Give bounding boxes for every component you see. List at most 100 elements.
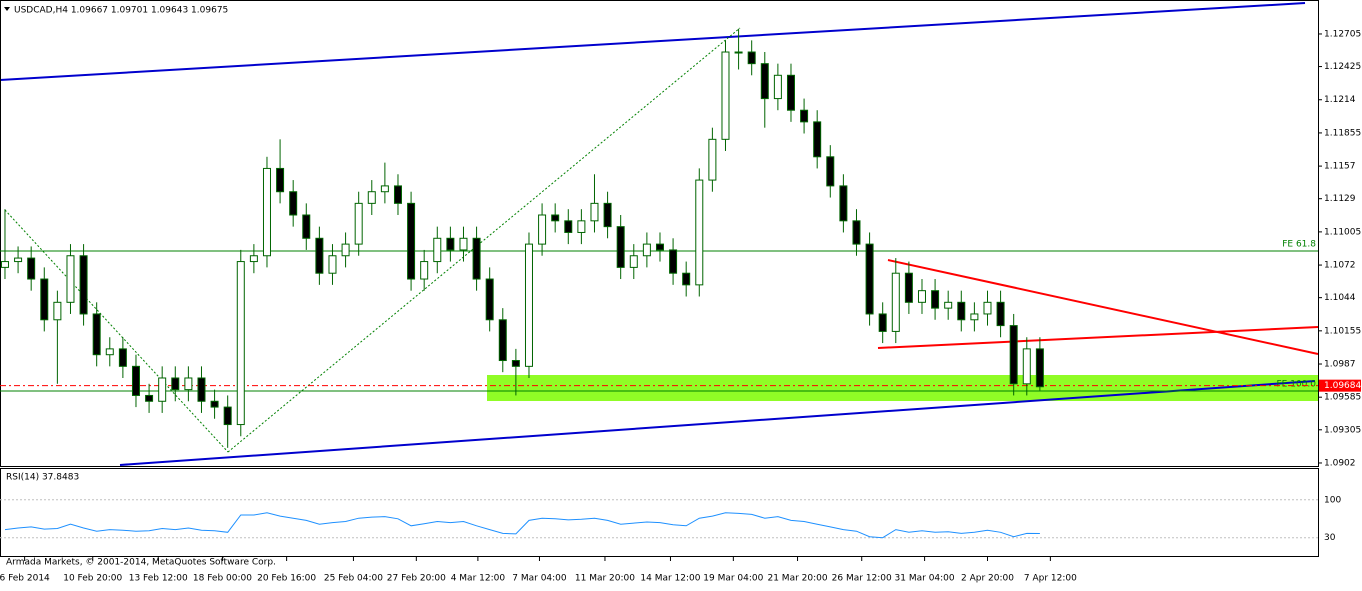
candle-body <box>249 255 258 263</box>
candle-body <box>839 185 848 222</box>
candle-body <box>315 237 324 274</box>
triangle-upper <box>887 259 1319 355</box>
y-tick-label: 1.10155 <box>1324 326 1361 336</box>
candle-body <box>236 261 245 426</box>
candle-body <box>53 301 62 321</box>
candle-body <box>105 348 114 356</box>
candle-body <box>970 313 979 321</box>
candle-body <box>446 237 455 251</box>
fib-line <box>227 27 741 453</box>
channel-lower <box>119 380 1316 466</box>
candle-body <box>760 63 769 100</box>
candle-body <box>27 257 36 280</box>
x-tick-label: 20 Feb 16:00 <box>257 574 316 584</box>
candle-body <box>616 226 625 268</box>
x-tick-label: 13 Feb 12:00 <box>129 574 188 584</box>
candle-body <box>328 255 337 274</box>
channel-upper <box>0 2 1306 81</box>
candle-body <box>983 301 992 315</box>
candle-body <box>118 348 127 367</box>
candle-body <box>1022 348 1031 385</box>
candle-body <box>603 202 612 228</box>
fib-zone <box>487 375 1318 401</box>
triangle-lower <box>877 326 1319 349</box>
candle-body <box>734 51 743 54</box>
candle-body <box>262 167 271 257</box>
candle-body <box>223 406 232 426</box>
candle-body <box>66 255 75 303</box>
candle-body <box>878 313 887 332</box>
candle-body <box>367 191 376 204</box>
candle-body <box>708 138 717 181</box>
candle-body <box>917 290 926 303</box>
candle-body <box>79 255 88 315</box>
candle-body <box>931 290 940 309</box>
y-tick-label: 1.11855 <box>1324 128 1361 138</box>
y-tick-label: 1.1214 <box>1324 95 1356 105</box>
candle-body <box>865 243 874 315</box>
candle-body <box>472 237 481 280</box>
main-frame <box>0 0 1319 467</box>
y-tick-label: 1.1044 <box>1324 293 1356 303</box>
candle-body <box>747 51 756 65</box>
price-label: 1.09684 <box>1324 381 1361 391</box>
x-tick-label: 31 Mar 04:00 <box>895 574 955 584</box>
candle-body <box>380 185 389 193</box>
candle-body <box>420 261 429 280</box>
candle-body <box>393 185 402 204</box>
x-tick-label: 21 Mar 20:00 <box>767 574 827 584</box>
candle-body <box>944 301 953 309</box>
candle-body <box>289 191 298 216</box>
candle-body <box>184 377 193 391</box>
candle-body <box>210 400 219 408</box>
candle-body <box>957 301 966 321</box>
candle-body <box>485 278 494 321</box>
y-tick-label: 1.11005 <box>1324 227 1361 237</box>
candle-body <box>171 377 180 391</box>
y-tick-label: 1.12705 <box>1324 29 1361 39</box>
rsi-tick-label: 30 <box>1324 533 1336 543</box>
candle-body <box>40 278 49 321</box>
candle-body <box>302 214 311 239</box>
candle-body <box>813 121 822 158</box>
candle-body <box>564 220 573 233</box>
candle-body <box>826 156 835 187</box>
y-tick-label: 1.1072 <box>1324 261 1356 271</box>
y-tick-label: 1.0987 <box>1324 360 1356 370</box>
candle-body <box>996 301 1005 327</box>
candle-body <box>852 220 861 245</box>
rsi-line <box>4 512 1040 539</box>
candle-body <box>92 313 101 356</box>
x-tick-label: 2 Apr 20:00 <box>961 574 1014 584</box>
candle-body <box>14 257 23 263</box>
candle-body <box>786 74 795 111</box>
rsi-frame <box>0 468 1319 557</box>
rsi-title: RSI(14) 37.8483 <box>6 473 79 483</box>
y-tick-label: 1.12425 <box>1324 62 1361 72</box>
candle-body <box>551 214 560 222</box>
candle-body <box>433 237 442 263</box>
candle-body <box>511 360 520 367</box>
footer: Armada Markets, © 2001-2014, MetaQuotes … <box>6 558 276 568</box>
candle-body <box>682 272 691 286</box>
candle-body <box>0 261 9 268</box>
x-tick-label: 14 Mar 12:00 <box>640 574 700 584</box>
candle-body <box>498 319 507 362</box>
x-tick-label: 6 Feb 2014 <box>0 574 50 584</box>
level-label: FE 61.8 <box>1282 239 1316 249</box>
x-tick-label: 7 Mar 04:00 <box>512 574 567 584</box>
chart-title: USDCAD,H4 1.09667 1.09701 1.09643 1.0967… <box>14 6 228 16</box>
candle-body <box>341 243 350 257</box>
candle-body <box>538 214 547 245</box>
y-tick-label: 1.1157 <box>1324 162 1356 172</box>
candle-body <box>1009 325 1018 385</box>
candle-body <box>721 51 730 140</box>
price-box <box>1319 379 1361 392</box>
candle-body <box>459 237 468 251</box>
candle-body <box>524 243 533 367</box>
rsi-tick-label: 100 <box>1324 495 1341 505</box>
menu-arrow[interactable] <box>4 7 10 11</box>
